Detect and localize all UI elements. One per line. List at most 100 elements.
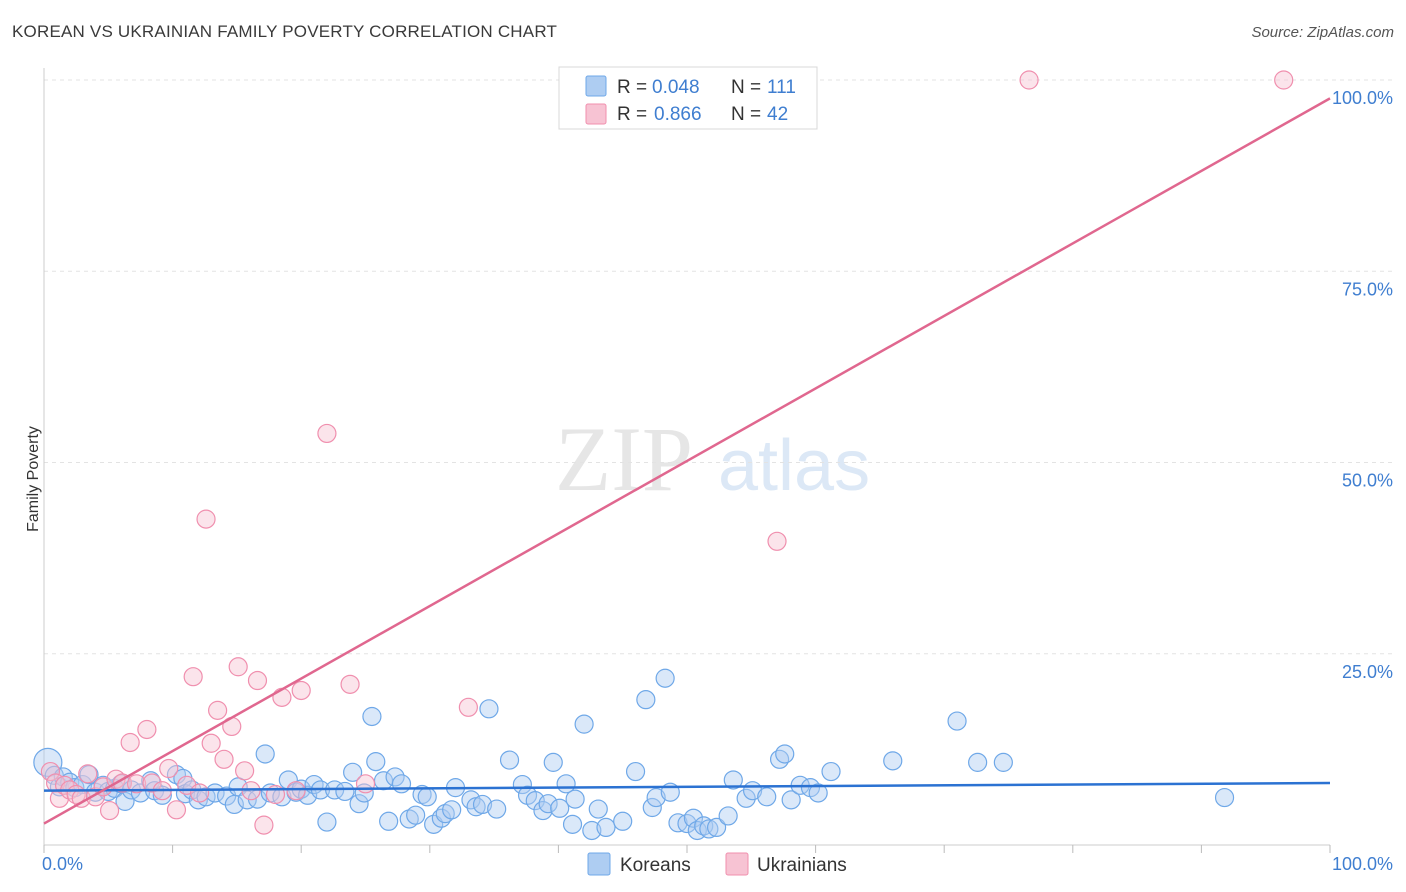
ukrainian-point (137, 719, 157, 740)
legend-n-value-ukrainians: 42 (767, 104, 788, 125)
korean-point (442, 800, 462, 820)
ukrainian-point (78, 764, 98, 784)
korean-point (343, 762, 363, 782)
korean-point (883, 751, 903, 771)
ukrainian-point (355, 774, 376, 794)
korean-point (543, 752, 563, 772)
tick-labels: 25.0% 50.0% 75.0% 100.0% 0.0% 100.0% (42, 88, 1393, 874)
korean-point (613, 811, 633, 831)
x-tick-label-max: 100.0% (1332, 854, 1393, 874)
ukrainian-point (254, 815, 274, 835)
korean-point (808, 783, 828, 803)
legend-r-value-ukrainians: 0.866 (654, 104, 702, 125)
ukrainian-point (272, 687, 292, 707)
ukrainian-point (214, 749, 234, 769)
korean-point (683, 808, 704, 828)
ukrainian-point (196, 509, 216, 529)
ukrainian-point (340, 674, 360, 694)
korean-point (479, 699, 499, 719)
watermark-zip: ZIP (555, 408, 693, 510)
korean-point (391, 774, 412, 794)
korean-point (736, 788, 756, 808)
ukrainian-point (228, 657, 248, 677)
axes (43, 68, 1331, 853)
korean-point (317, 812, 337, 832)
korean-point (723, 770, 743, 790)
y-tick-label: 50.0% (1342, 471, 1393, 491)
legend-r-label-koreans: R = (617, 77, 647, 98)
ukrainian-point (1019, 70, 1039, 90)
korean-point (636, 690, 656, 710)
korean-point (406, 805, 426, 825)
korean-point (366, 752, 386, 772)
ukrainian-point (286, 781, 306, 801)
ukrainian-point (166, 800, 187, 820)
korean-point (417, 787, 437, 807)
ukrainian-point (190, 783, 210, 803)
x-tick-label-min: 0.0% (42, 854, 83, 874)
ukrainian-point (767, 531, 787, 551)
bottom-legend-swatch-ukrainians (725, 852, 749, 876)
legend: R = 0.048 N = 111 R = 0.866 N = 42 (558, 66, 818, 130)
ukrainian-point (1274, 70, 1294, 90)
y-tick-label: 25.0% (1342, 662, 1393, 682)
korean-point (255, 744, 275, 764)
korean-point (699, 819, 719, 839)
ukrainian-point (201, 733, 221, 753)
korean-point (565, 789, 585, 809)
ukrainian-point (126, 774, 147, 794)
ukrainian-point (208, 700, 228, 720)
legend-n-value-koreans: 111 (767, 77, 796, 98)
korean-point (642, 797, 662, 818)
korean-point (781, 790, 801, 810)
ukrainian-point (159, 758, 179, 779)
korean-point (775, 744, 795, 764)
korean-point (646, 787, 666, 808)
ukrainian-point (235, 761, 255, 781)
korean-point (1214, 787, 1235, 808)
korean-point (379, 811, 399, 831)
ukrainian-point (99, 800, 120, 821)
ukrainian-point (40, 761, 61, 782)
ukrainian-trend-line (43, 97, 1331, 825)
watermark-atlas: atlas (718, 426, 870, 506)
ukrainian-point (317, 423, 337, 444)
korean-point (538, 794, 558, 814)
bottom-legend-ukrainians: Ukrainians (757, 855, 847, 876)
legend-swatch-ukrainians (585, 103, 607, 125)
legend-swatch-koreans (585, 75, 607, 97)
ukrainian-point (183, 667, 203, 687)
korean-point (769, 749, 790, 769)
korean-point (335, 781, 355, 802)
korean-point (757, 787, 777, 807)
korean-point (821, 761, 841, 782)
ukrainian-point (291, 680, 311, 701)
korean-point (362, 706, 382, 727)
korean-point (349, 794, 369, 814)
source-label: Source: ZipAtlas.com (1251, 24, 1394, 41)
korean-point (472, 794, 493, 815)
korean-point (79, 765, 99, 785)
korean-point (487, 799, 507, 819)
korean-point (947, 711, 967, 731)
korean-point (993, 752, 1013, 772)
korean-point (115, 791, 135, 811)
bottom-legend-swatch-koreans (587, 852, 611, 876)
legend-r-label-ukrainians: R = (617, 104, 647, 125)
legend-n-label-ukrainians: N = (731, 104, 761, 125)
legend-r-value-koreans: 0.048 (652, 77, 700, 98)
grid (44, 79, 1396, 655)
korean-point (574, 714, 594, 734)
trend-lines (43, 97, 1331, 825)
bottom-legend: Koreans Ukrainians (587, 852, 847, 876)
ukrainian-point (247, 670, 268, 691)
korean-point (655, 668, 675, 688)
korean-trend-line (43, 781, 1331, 792)
korean-point (588, 799, 608, 819)
bottom-legend-koreans: Koreans (620, 855, 691, 876)
chart-title: KOREAN VS UKRAINIAN FAMILY POVERTY CORRE… (12, 22, 558, 41)
korean-point (677, 813, 697, 834)
y-tick-label: 100.0% (1332, 88, 1393, 108)
ukrainian-point (120, 732, 140, 753)
